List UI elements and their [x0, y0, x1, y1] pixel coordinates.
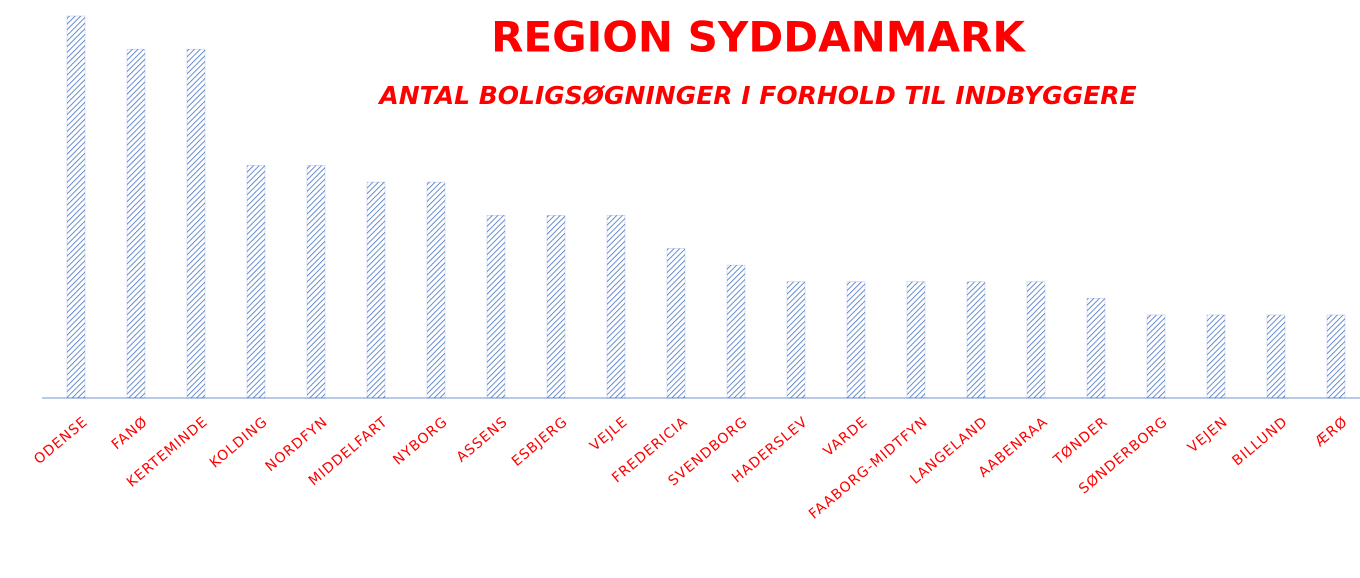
bar	[786, 281, 806, 399]
x-tick-label: VEJEN	[1185, 414, 1231, 456]
bar	[306, 165, 326, 399]
bar	[1266, 314, 1286, 399]
bar	[966, 281, 986, 399]
bar	[846, 281, 866, 399]
x-tick-label: ASSENS	[454, 414, 511, 466]
bar	[726, 264, 746, 399]
chart-subtitle: ANTAL BOLIGSØGNINGER I FORHOLD TIL INDBY…	[377, 81, 1136, 110]
bar	[906, 281, 926, 399]
bar	[246, 165, 266, 399]
bar	[1146, 314, 1166, 399]
bar	[66, 15, 86, 399]
bar	[426, 181, 446, 399]
x-tick-label: FAABORG-MIDTFYN	[806, 414, 931, 523]
x-tick-label: VEJLE	[587, 414, 631, 455]
x-tick-label: ESBJERG	[509, 414, 571, 470]
bar	[1206, 314, 1226, 399]
x-tick-label: ÆRØ	[1312, 414, 1351, 450]
chart-title: REGION SYDDANMARK	[491, 13, 1026, 62]
x-tick-label: VARDE	[821, 414, 872, 460]
bar	[606, 215, 626, 399]
x-tick-label: TØNDER	[1050, 414, 1111, 469]
x-tick-label: FANØ	[109, 414, 151, 453]
bar	[366, 181, 386, 399]
x-tick-label: BILLUND	[1229, 414, 1291, 469]
bar	[186, 48, 206, 399]
x-tick-label: NYBORG	[390, 414, 451, 469]
bar	[486, 215, 506, 399]
bar	[1326, 314, 1346, 399]
bar	[666, 248, 686, 399]
bar	[1086, 298, 1106, 399]
bar	[126, 48, 146, 399]
bar	[1026, 281, 1046, 399]
bar	[546, 215, 566, 399]
x-tick-label: ODENSE	[31, 414, 91, 468]
